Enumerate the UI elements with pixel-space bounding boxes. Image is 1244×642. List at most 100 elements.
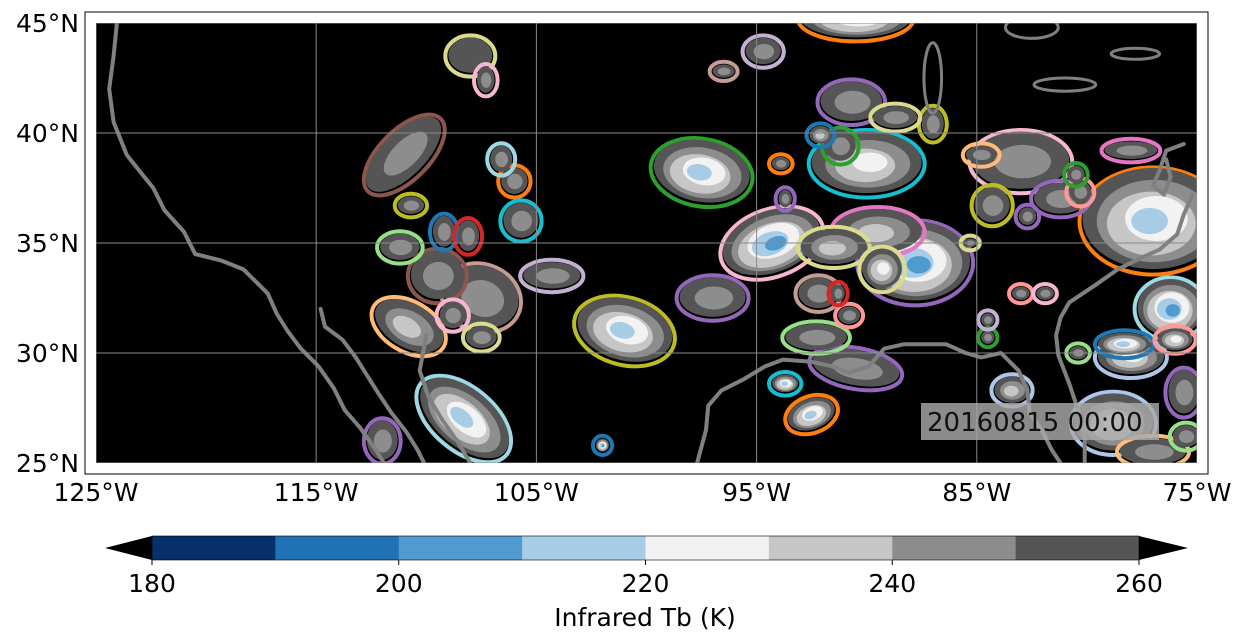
colorbar-over-arrow bbox=[1139, 536, 1188, 560]
cloud-system bbox=[815, 77, 888, 127]
contour-level bbox=[994, 144, 1052, 179]
contour-level bbox=[1135, 444, 1174, 460]
cloud-system bbox=[780, 319, 852, 356]
latitude-tick-label: 35°N bbox=[16, 229, 79, 258]
contour-level bbox=[481, 72, 492, 88]
tracked-feature-outline bbox=[1152, 323, 1197, 356]
contour-level bbox=[1116, 341, 1130, 348]
cloud-systems-layer bbox=[361, 23, 1197, 463]
contour-level bbox=[1016, 289, 1027, 298]
cloud-system bbox=[804, 121, 837, 149]
lake-outline bbox=[922, 41, 944, 115]
contour-level bbox=[781, 193, 790, 205]
contour-level bbox=[982, 195, 1004, 216]
cloud-system bbox=[434, 297, 471, 334]
gridlines-layer bbox=[96, 23, 1197, 463]
cloud-system bbox=[960, 141, 1002, 169]
contour-level bbox=[437, 223, 451, 241]
tracked-feature-outline bbox=[857, 244, 907, 295]
cloud-system bbox=[1152, 323, 1197, 356]
contour-level bbox=[1165, 304, 1181, 317]
contour-level bbox=[852, 152, 888, 173]
contour-level bbox=[883, 111, 909, 124]
cloud-system bbox=[766, 152, 795, 176]
contour-level bbox=[389, 239, 413, 256]
cloud-system bbox=[916, 103, 949, 145]
tracked-feature-outline bbox=[976, 308, 1000, 332]
contour-level bbox=[392, 315, 421, 338]
colorbar-segment bbox=[645, 536, 770, 560]
contour-level bbox=[834, 288, 843, 299]
cloud-system bbox=[718, 204, 826, 282]
longitude-tick-label: 115°W bbox=[274, 478, 359, 507]
latitude-tick-label: 30°N bbox=[16, 339, 79, 368]
contour-level bbox=[876, 262, 890, 275]
contour-level bbox=[804, 410, 817, 420]
contour-level bbox=[815, 132, 825, 140]
contour-level bbox=[807, 284, 831, 303]
contour-level bbox=[984, 333, 992, 342]
tracked-feature-outline bbox=[392, 191, 430, 220]
contour-level bbox=[403, 200, 420, 211]
timestamp-text: 20160815 00:00 bbox=[927, 408, 1143, 438]
lake-outline bbox=[1003, 23, 1060, 40]
cloud-system bbox=[485, 141, 518, 178]
tracked-feature-outline bbox=[740, 33, 786, 70]
coastline bbox=[1054, 192, 1195, 463]
tracked-feature-outline bbox=[590, 433, 615, 457]
tracked-feature-outline bbox=[969, 183, 1015, 229]
coastline bbox=[417, 333, 473, 463]
latitude-tick-label: 25°N bbox=[16, 449, 79, 478]
colorbar-under-arrow bbox=[105, 536, 152, 560]
longitude-tick-label: 85°W bbox=[942, 478, 1011, 507]
colorbar-segment bbox=[768, 536, 893, 560]
contour-level bbox=[831, 137, 850, 156]
tracked-feature-outline bbox=[572, 293, 677, 369]
contour-level bbox=[972, 149, 991, 161]
tracked-feature-outline bbox=[1167, 420, 1197, 453]
tracked-feature-outline bbox=[1163, 365, 1197, 420]
cloud-system bbox=[1013, 202, 1042, 231]
contour-level bbox=[511, 210, 533, 232]
tracked-feature-outline bbox=[498, 198, 544, 244]
contour-level bbox=[1071, 169, 1082, 180]
coastline-layer bbox=[107, 23, 1195, 463]
cloud-system bbox=[674, 273, 751, 323]
tracked-feature-outline bbox=[806, 128, 927, 200]
cloud-system bbox=[452, 215, 485, 257]
colorbar-tick-label: 260 bbox=[1115, 569, 1163, 598]
tracked-feature-outline bbox=[1031, 282, 1059, 306]
tracked-feature-outline bbox=[361, 112, 447, 198]
map-frame bbox=[84, 11, 1209, 475]
contour-level bbox=[686, 164, 712, 181]
colorbar-segment bbox=[892, 536, 1017, 560]
contour-level bbox=[383, 131, 428, 176]
cloud-system bbox=[740, 33, 786, 70]
cloud-system bbox=[826, 279, 850, 308]
longitude-tick-label: 125°W bbox=[54, 478, 139, 507]
contour-level bbox=[1131, 207, 1168, 235]
contour-level bbox=[472, 331, 491, 344]
colorbar: 180 200 220 240 260 Infrared Tb (K) bbox=[105, 535, 1188, 632]
contour-level bbox=[694, 286, 734, 310]
cloud-system bbox=[1062, 161, 1090, 189]
contour-level bbox=[462, 227, 475, 246]
contour-level bbox=[753, 43, 775, 60]
tracked-feature-outline bbox=[369, 294, 448, 359]
cloud-system bbox=[392, 191, 430, 220]
cloud-system bbox=[572, 293, 677, 369]
contour-level bbox=[461, 280, 505, 317]
contour-level bbox=[843, 310, 856, 321]
tracked-feature-outline bbox=[361, 416, 403, 463]
cloud-system bbox=[976, 308, 1000, 332]
cloud-system bbox=[796, 23, 915, 44]
cloud-system bbox=[1167, 420, 1197, 453]
contour-level bbox=[845, 23, 861, 24]
contour-level bbox=[818, 241, 846, 256]
cloud-system bbox=[405, 246, 469, 306]
tracked-feature-outline bbox=[718, 204, 826, 282]
tracked-feature-outline bbox=[804, 121, 837, 149]
cloud-system bbox=[375, 229, 425, 266]
colorbar-tick-label: 180 bbox=[128, 569, 176, 598]
